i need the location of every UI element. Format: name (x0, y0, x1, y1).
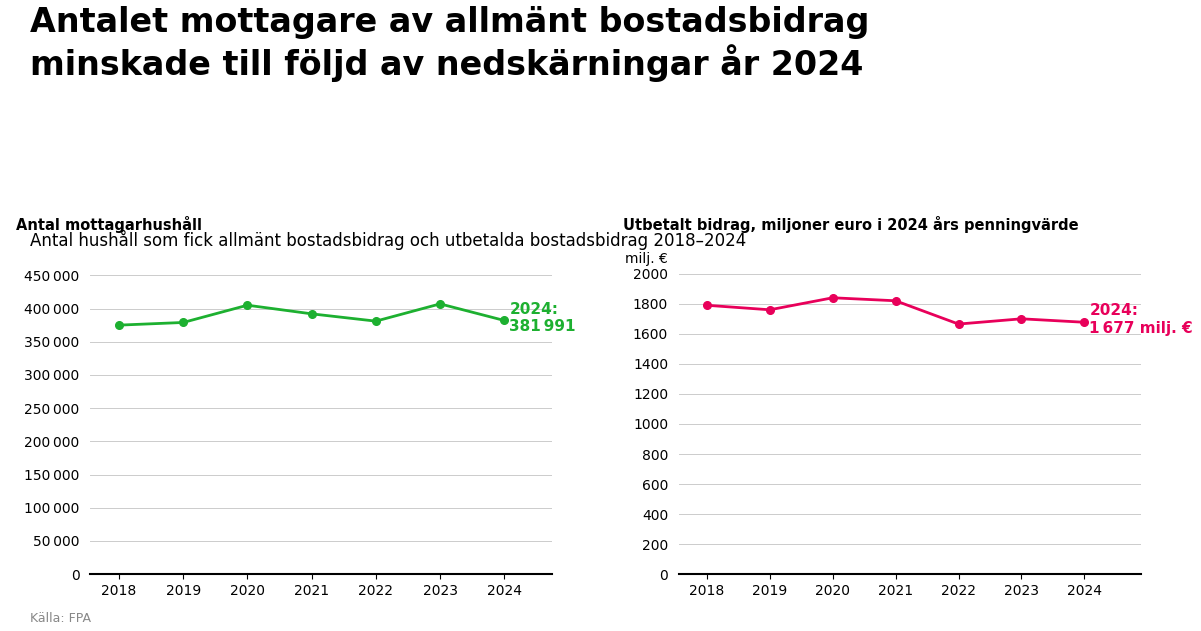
Text: milj. €: milj. € (626, 252, 668, 266)
Text: 2024:: 2024: (509, 302, 558, 317)
Text: Utbetalt bidrag, miljoner euro i 2024 års penningvärde: Utbetalt bidrag, miljoner euro i 2024 år… (623, 216, 1078, 233)
Text: Antalet mottagare av allmänt bostadsbidrag
minskade till följd av nedskärningar : Antalet mottagare av allmänt bostadsbidr… (30, 6, 870, 82)
Text: 1 677 milj. €: 1 677 milj. € (1089, 321, 1193, 336)
Text: Antal mottagarhushåll: Antal mottagarhushåll (16, 216, 202, 233)
Text: 2024:: 2024: (1089, 303, 1139, 318)
Text: 381 991: 381 991 (509, 319, 576, 334)
Text: Antal hushåll som fick allmänt bostadsbidrag och utbetalda bostadsbidrag 2018–20: Antal hushåll som fick allmänt bostadsbi… (30, 230, 746, 251)
Text: Källa: FPA: Källa: FPA (30, 611, 91, 625)
